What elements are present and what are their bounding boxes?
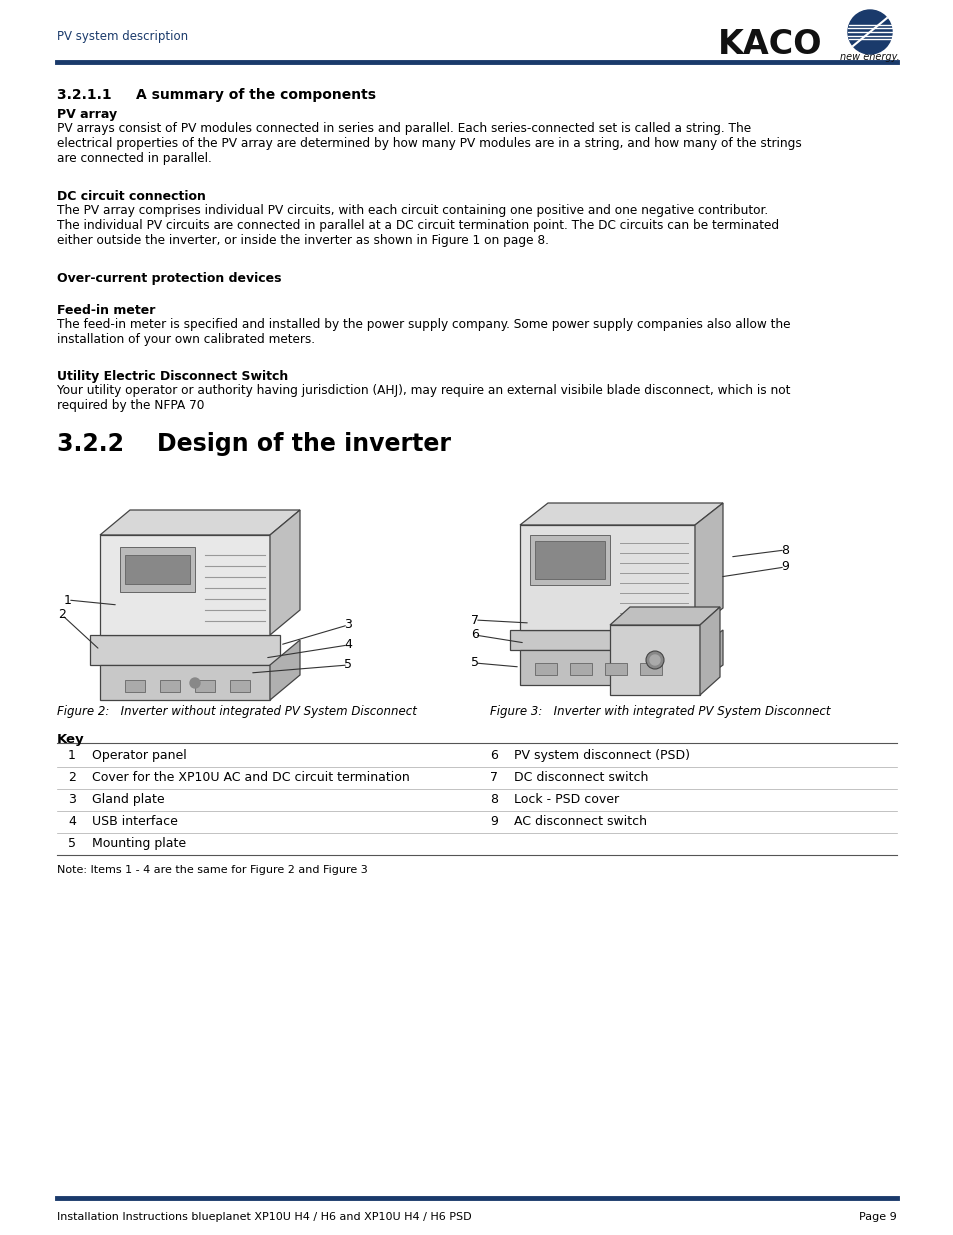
Text: Operator panel: Operator panel: [91, 748, 187, 762]
Text: PV system disconnect (PSD): PV system disconnect (PSD): [514, 748, 689, 762]
Text: 4: 4: [68, 815, 76, 827]
Text: Note: Items 1 - 4 are the same for Figure 2 and Figure 3: Note: Items 1 - 4 are the same for Figur…: [57, 864, 367, 876]
Text: 8: 8: [781, 543, 788, 557]
Polygon shape: [530, 535, 609, 585]
Polygon shape: [90, 635, 280, 664]
Text: Figure 2:   Inverter without integrated PV System Disconnect: Figure 2: Inverter without integrated PV…: [57, 705, 416, 718]
Text: Figure 3:   Inverter with integrated PV System Disconnect: Figure 3: Inverter with integrated PV Sy…: [490, 705, 830, 718]
Text: 5: 5: [471, 657, 478, 669]
Text: KACO: KACO: [718, 28, 821, 61]
Text: AC disconnect switch: AC disconnect switch: [514, 815, 646, 827]
Polygon shape: [160, 680, 180, 692]
Text: USB interface: USB interface: [91, 815, 177, 827]
Polygon shape: [519, 650, 695, 685]
Text: PV system description: PV system description: [57, 30, 188, 43]
Polygon shape: [569, 663, 592, 676]
Text: Over-current protection devices: Over-current protection devices: [57, 272, 281, 285]
Text: Utility Electric Disconnect Switch: Utility Electric Disconnect Switch: [57, 370, 288, 383]
Text: 8: 8: [490, 793, 497, 806]
Polygon shape: [695, 630, 722, 685]
Text: Feed-in meter: Feed-in meter: [57, 304, 155, 317]
Text: 3: 3: [344, 619, 352, 631]
Text: 5: 5: [344, 658, 352, 672]
Polygon shape: [100, 510, 299, 535]
Text: DC circuit connection: DC circuit connection: [57, 190, 206, 203]
Polygon shape: [125, 555, 190, 584]
Text: new energy.: new energy.: [840, 52, 899, 62]
Text: 6: 6: [471, 629, 478, 641]
Polygon shape: [100, 535, 270, 635]
Polygon shape: [270, 640, 299, 700]
Text: 7: 7: [490, 771, 497, 784]
Text: 3.2.2    Design of the inverter: 3.2.2 Design of the inverter: [57, 432, 451, 456]
Text: 2: 2: [58, 609, 66, 621]
Text: Your utility operator or authority having jurisdiction (AHJ), may require an ext: Your utility operator or authority havin…: [57, 384, 789, 412]
Polygon shape: [519, 503, 722, 525]
Text: 4: 4: [344, 638, 352, 652]
Polygon shape: [609, 606, 720, 625]
Polygon shape: [120, 547, 194, 592]
Polygon shape: [230, 680, 250, 692]
Polygon shape: [100, 664, 270, 700]
Text: Installation Instructions blueplanet XP10U H4 / H6 and XP10U H4 / H6 PSD: Installation Instructions blueplanet XP1…: [57, 1212, 471, 1221]
Polygon shape: [604, 663, 626, 676]
Text: Lock - PSD cover: Lock - PSD cover: [514, 793, 618, 806]
Text: 7: 7: [471, 614, 478, 626]
Text: PV arrays consist of PV modules connected in series and parallel. Each series-co: PV arrays consist of PV modules connecte…: [57, 122, 801, 165]
Text: 2: 2: [68, 771, 76, 784]
Text: Gland plate: Gland plate: [91, 793, 165, 806]
Text: The PV array comprises individual PV circuits, with each circuit containing one : The PV array comprises individual PV cir…: [57, 204, 779, 247]
Text: 6: 6: [490, 748, 497, 762]
Text: 9: 9: [781, 561, 788, 573]
Text: 5: 5: [68, 837, 76, 850]
Polygon shape: [270, 510, 299, 635]
Circle shape: [190, 678, 200, 688]
Polygon shape: [510, 630, 704, 650]
Text: Page 9: Page 9: [859, 1212, 896, 1221]
Polygon shape: [700, 606, 720, 695]
Circle shape: [649, 655, 659, 664]
Text: DC disconnect switch: DC disconnect switch: [514, 771, 648, 784]
Text: Mounting plate: Mounting plate: [91, 837, 186, 850]
Circle shape: [645, 651, 663, 669]
Text: 3.2.1.1     A summary of the components: 3.2.1.1 A summary of the components: [57, 88, 375, 103]
Polygon shape: [519, 525, 695, 630]
Polygon shape: [609, 625, 700, 695]
Text: 3: 3: [68, 793, 76, 806]
Text: 9: 9: [490, 815, 497, 827]
Text: PV array: PV array: [57, 107, 117, 121]
Polygon shape: [695, 503, 722, 630]
Circle shape: [847, 10, 891, 54]
Polygon shape: [125, 680, 145, 692]
Text: 1: 1: [68, 748, 76, 762]
Polygon shape: [535, 541, 604, 579]
Text: Key: Key: [57, 734, 85, 746]
Polygon shape: [639, 663, 661, 676]
Text: Cover for the XP10U AC and DC circuit termination: Cover for the XP10U AC and DC circuit te…: [91, 771, 410, 784]
Polygon shape: [194, 680, 214, 692]
Text: The feed-in meter is specified and installed by the power supply company. Some p: The feed-in meter is specified and insta…: [57, 317, 790, 346]
Text: 1: 1: [64, 594, 71, 606]
Polygon shape: [535, 663, 557, 676]
